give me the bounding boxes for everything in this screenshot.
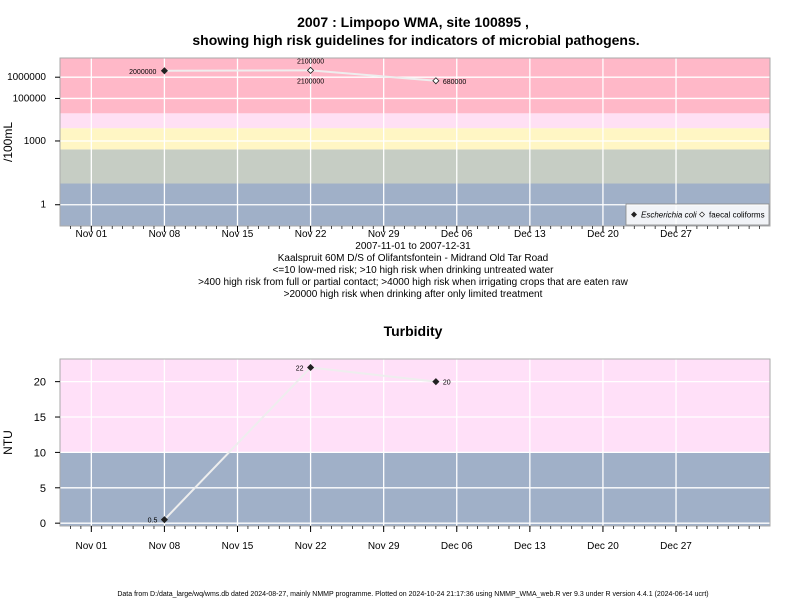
risk-band-1	[60, 149, 770, 184]
x-tick-label-0: Nov 01	[75, 229, 107, 240]
date-range-label: 2007-11-01 to 2007-12-31	[355, 241, 471, 252]
data-label-0-0: 2000000	[129, 69, 156, 76]
x-tick-label-5: Dec 06	[441, 229, 473, 240]
data-label-0-0: 0.5	[148, 518, 158, 525]
microbial-panel: Nov 01 Nov 08 Nov 15 Nov 22 Nov 29 Dec 06 Dec …	[1, 57, 771, 240]
x-tick-label-7: Dec 20	[587, 229, 619, 240]
x-tick-label-1: Nov 08	[149, 541, 181, 552]
y-axis-label: /100mL	[1, 122, 15, 162]
site-description: Kaalspruit 60M D/S of Olifantsfontein - …	[278, 253, 549, 264]
chart-title-line1: 2007 : Limpopo WMA, site 100895 ,	[297, 14, 529, 30]
x-tick-label-8: Dec 27	[660, 541, 692, 552]
turbidity-panel: Nov 01 Nov 08 Nov 15 Nov 22 Nov 29 Dec 06 Dec …	[1, 358, 771, 552]
guideline-note-3: >20000 high risk when drinking after onl…	[284, 289, 543, 300]
chart-title-line2: showing high risk guidelines for indicat…	[192, 32, 639, 48]
x-tick-label-6: Dec 13	[514, 229, 546, 240]
legend-marker-0	[631, 211, 637, 218]
y-axis-label: NTU	[1, 430, 15, 455]
y-tick-label-0: 1	[40, 200, 46, 211]
y-tick-label-2: 100000	[13, 93, 47, 104]
y-tick-label-2: 10	[34, 447, 46, 459]
guideline-note-1: <=10 low-med risk; >10 high risk when dr…	[273, 265, 555, 276]
data-label-0-1: 2100000	[297, 58, 324, 65]
data-point-0-2	[432, 378, 440, 386]
x-tick-label-3: Nov 22	[295, 229, 327, 240]
x-tick-label-3: Nov 22	[295, 541, 327, 552]
y-tick-label-3: 1000000	[7, 72, 46, 83]
risk-band-2	[60, 128, 770, 150]
guideline-note-2: >400 high risk from full or partial cont…	[198, 277, 628, 288]
data-point-0-1	[307, 363, 315, 372]
x-tick-label-2: Nov 15	[222, 541, 254, 552]
x-tick-label-2: Nov 15	[222, 229, 254, 240]
data-label-1-1: 680000	[443, 79, 466, 86]
legend-label-0: Escherichia coli	[641, 211, 697, 220]
x-tick-label-7: Dec 20	[587, 541, 619, 552]
y-tick-label-3: 15	[34, 412, 46, 424]
y-tick-label-1: 5	[40, 483, 46, 495]
legend-box	[625, 203, 770, 226]
x-tick-label-6: Dec 13	[514, 541, 546, 552]
footer-note: Data from D:/data_large/wq/wms.db dated …	[117, 591, 708, 598]
x-tick-label-4: Nov 29	[368, 541, 400, 552]
turbidity-title: Turbidity	[384, 323, 443, 339]
data-point-0-0	[160, 516, 168, 524]
x-tick-label-8: Dec 27	[660, 229, 692, 240]
data-point-1-0	[307, 66, 315, 74]
risk-band-0	[60, 452, 770, 526]
legend-label-1: faecal coliforms	[709, 211, 765, 220]
y-tick-label-4: 20	[34, 377, 46, 389]
x-tick-label-5: Dec 06	[441, 541, 473, 552]
data-point-0-0	[160, 67, 168, 75]
data-point-1-1	[432, 77, 440, 85]
risk-band-4	[60, 58, 770, 114]
risk-band-3	[60, 113, 770, 129]
risk-band-1	[60, 359, 770, 453]
x-tick-label-4: Nov 29	[368, 229, 400, 240]
x-tick-label-1: Nov 08	[149, 229, 181, 240]
legend-marker-1	[699, 211, 705, 218]
data-label-1-0: 2100000	[297, 78, 324, 85]
x-tick-label-0: Nov 01	[75, 541, 107, 552]
series-line-1	[310, 69, 436, 82]
y-tick-label-1: 1000	[24, 136, 47, 147]
y-tick-label-0: 0	[40, 518, 46, 530]
data-label-0-1: 22	[296, 365, 304, 372]
data-label-0-2: 20	[443, 380, 451, 387]
